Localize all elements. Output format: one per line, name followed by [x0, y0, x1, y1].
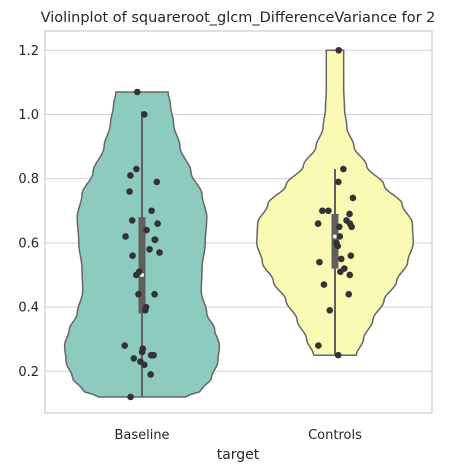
plot-frame [44, 30, 433, 414]
data-point [130, 355, 138, 362]
data-point [320, 281, 328, 288]
y-tick-label: 1.0 [18, 108, 39, 123]
data-point [315, 342, 322, 349]
data-point [143, 226, 150, 234]
data-point [139, 345, 147, 353]
violin-baseline [63, 88, 221, 401]
data-point [341, 265, 348, 272]
y-tick-label: 1.2 [18, 44, 39, 59]
x-tick-label: Controls [308, 428, 362, 443]
data-point [127, 172, 134, 179]
data-point [142, 303, 150, 311]
data-point [345, 290, 353, 298]
x-axis-ticks: Baseline Controls [114, 428, 362, 443]
data-point [335, 178, 342, 186]
y-tick-label: 0.2 [18, 365, 39, 380]
data-point [336, 223, 343, 231]
violin-controls [256, 46, 414, 359]
data-point [154, 220, 161, 227]
data-point [156, 249, 163, 256]
data-point [146, 245, 153, 253]
data-point [316, 258, 323, 266]
data-point [319, 207, 326, 215]
data-point [326, 306, 334, 314]
data-point [126, 188, 133, 195]
data-point [137, 358, 144, 365]
data-point [135, 268, 143, 276]
data-point [349, 194, 357, 202]
data-point [346, 271, 354, 279]
data-point [140, 111, 148, 118]
data-point [340, 165, 347, 173]
data-point [133, 88, 141, 96]
data-point [325, 207, 332, 215]
y-tick-label: 0.6 [18, 236, 39, 251]
x-tick-label: Baseline [114, 428, 169, 443]
iqr-box [138, 217, 146, 314]
data-point [122, 233, 129, 240]
data-point [336, 233, 344, 240]
data-point [121, 342, 129, 349]
data-point [334, 351, 342, 359]
data-point [147, 351, 155, 359]
data-point [151, 236, 158, 243]
data-point [133, 165, 140, 173]
data-point [346, 210, 353, 218]
median-marker [333, 234, 337, 239]
data-point [338, 255, 345, 263]
violins [63, 46, 414, 401]
data-point [333, 239, 340, 247]
x-axis-label: target [217, 447, 260, 463]
data-point [314, 220, 322, 227]
data-point [148, 207, 155, 215]
y-tick-label: 0.8 [18, 172, 39, 187]
y-axis-ticks: 0.2 0.4 0.6 0.8 1.0 1.2 [18, 44, 39, 380]
data-point [343, 217, 350, 224]
data-point [151, 290, 158, 298]
data-point [128, 217, 136, 224]
data-point [147, 371, 154, 378]
data-point [347, 252, 355, 260]
data-point [153, 178, 161, 186]
y-tick-label: 0.4 [18, 301, 39, 316]
data-point [127, 393, 134, 401]
data-point [135, 290, 142, 298]
data-point [129, 252, 136, 260]
chart-title: Violinplot of squareroot_glcm_Difference… [41, 10, 436, 26]
data-point [335, 46, 343, 54]
axes-frame [44, 30, 433, 414]
